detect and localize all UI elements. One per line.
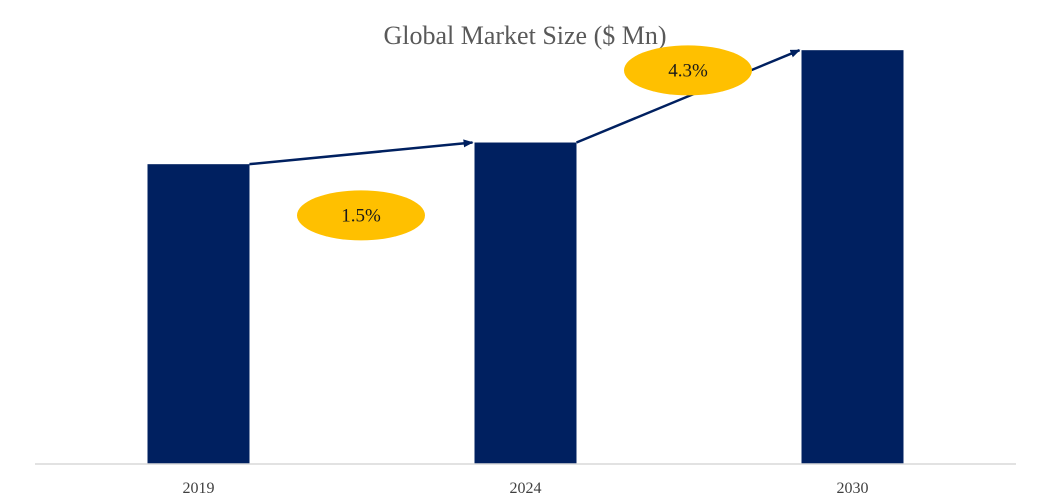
cagr-labels: 1.5% 4.3% <box>297 45 752 241</box>
bar-2024 <box>474 142 577 464</box>
x-axis-ticks: 2019 2024 2030 <box>183 480 869 497</box>
cagr-badge-2024-2030: 4.3% <box>624 45 752 96</box>
cagr-value: 1.5% <box>341 205 381 226</box>
trend-arrows <box>249 49 801 166</box>
x-tick-label: 2024 <box>510 480 542 497</box>
bars-layer <box>147 50 904 465</box>
cagr-badge-2019-2024: 1.5% <box>297 190 425 241</box>
x-tick-label: 2019 <box>183 480 215 497</box>
bar-2030 <box>801 50 904 465</box>
bar-2019 <box>147 164 250 464</box>
x-tick-label: 2030 <box>837 480 869 497</box>
chart-title: Global Market Size ($ Mn) <box>383 21 666 50</box>
trend-arrow-2019-2024 <box>249 139 474 166</box>
cagr-ellipse <box>624 45 752 96</box>
cagr-ellipse <box>297 190 425 241</box>
trend-arrow-2024-2030 <box>576 49 801 144</box>
cagr-value: 4.3% <box>668 60 708 81</box>
